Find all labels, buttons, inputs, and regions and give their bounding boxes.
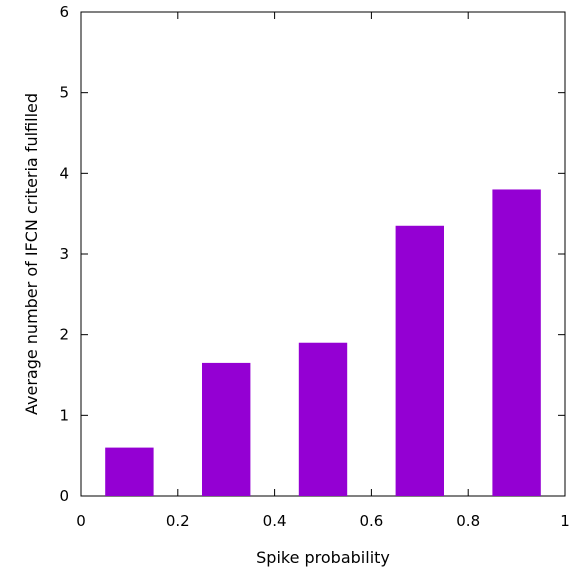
bars-group: [105, 189, 541, 496]
y-tick-label-3: 3: [59, 245, 69, 263]
ticks-group: [80, 11, 566, 497]
bar-4: [395, 225, 444, 496]
y-axis-title: Average number of IFCN criteria fulfille…: [22, 93, 41, 415]
y-tick-label-4: 4: [59, 164, 69, 182]
y-tick-label-6: 6: [59, 3, 69, 21]
y-tick-label-0: 0: [59, 487, 69, 505]
bar-5: [492, 189, 541, 496]
x-tick-label-2: 0.4: [263, 512, 287, 530]
x-tick-label-4: 0.8: [456, 512, 480, 530]
tick-labels-group: 0 0.2 0.4 0.6 0.8 1 0 1 2 3 4 5 6: [59, 3, 569, 530]
y-tick-label-5: 5: [59, 84, 69, 102]
x-tick-label-0: 0: [76, 512, 86, 530]
x-tick-label-3: 0.6: [359, 512, 383, 530]
bar-2: [202, 362, 251, 496]
x-tick-label-5: 1: [560, 512, 570, 530]
y-tick-label-1: 1: [59, 406, 69, 424]
y-tick-label-2: 2: [59, 326, 69, 344]
bar-3: [298, 342, 348, 496]
bar-1: [105, 447, 154, 496]
x-tick-label-1: 0.2: [166, 512, 190, 530]
x-axis-title: Spike probability: [256, 548, 390, 567]
